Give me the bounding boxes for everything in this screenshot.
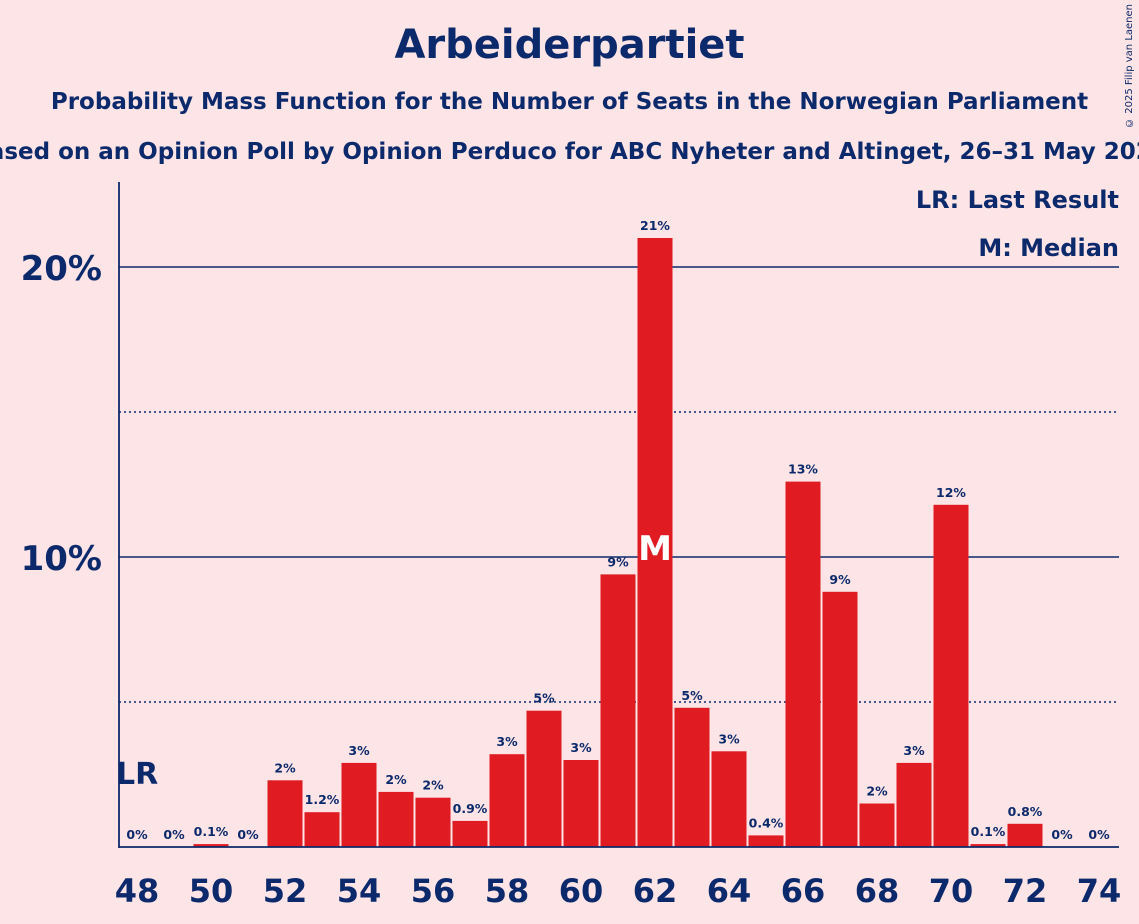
data-label-seat-49: 0% xyxy=(163,827,185,842)
x-tick-label: 50 xyxy=(189,872,234,910)
bar-seat-68 xyxy=(859,803,895,847)
data-label-seat-62: 21% xyxy=(640,218,670,233)
data-label-seat-54: 3% xyxy=(348,743,370,758)
x-tick-label: 68 xyxy=(855,872,900,910)
x-tick-label: 72 xyxy=(1003,872,1048,910)
bar-seat-71 xyxy=(970,844,1006,847)
bar-seat-70 xyxy=(933,504,969,847)
data-label-seat-74: 0% xyxy=(1088,827,1110,842)
data-label-seat-50: 0.1% xyxy=(194,824,229,839)
data-label-seat-59: 5% xyxy=(533,691,555,706)
bar-seat-63 xyxy=(674,707,710,847)
data-label-seat-53: 1.2% xyxy=(305,792,340,807)
data-label-seat-69: 3% xyxy=(903,743,925,758)
data-label-seat-55: 2% xyxy=(385,772,407,787)
x-tick-label: 58 xyxy=(485,872,530,910)
data-label-seat-61: 9% xyxy=(607,554,629,569)
data-label-seat-63: 5% xyxy=(681,688,703,703)
bar-seat-64 xyxy=(711,751,747,847)
bar-seat-65 xyxy=(748,835,784,847)
bar-seat-55 xyxy=(378,791,414,847)
x-tick-label: 64 xyxy=(707,872,752,910)
x-tick-label: 66 xyxy=(781,872,826,910)
x-tick-label: 48 xyxy=(115,872,160,910)
bar-seat-59 xyxy=(526,710,562,847)
x-tick-label: 54 xyxy=(337,872,382,910)
data-label-seat-72: 0.8% xyxy=(1008,804,1043,819)
data-label-seat-67: 9% xyxy=(829,572,851,587)
x-tick-label: 62 xyxy=(633,872,678,910)
data-label-seat-56: 2% xyxy=(422,778,444,793)
data-label-seat-66: 13% xyxy=(788,462,818,477)
legend-median: M: Median xyxy=(978,234,1119,262)
data-label-seat-48: 0% xyxy=(126,827,148,842)
legend-last-result: LR: Last Result xyxy=(915,186,1119,214)
median-marker: M xyxy=(638,529,672,569)
bar-seat-66 xyxy=(785,481,821,847)
chart-source-subtitle: Based on an Opinion Poll by Opinion Perd… xyxy=(0,139,1139,165)
bar-seat-54 xyxy=(341,762,377,847)
data-label-seat-52: 2% xyxy=(274,760,296,775)
data-label-seat-51: 0% xyxy=(237,827,259,842)
chart-title: Arbeiderpartiet xyxy=(394,22,745,68)
data-label-seat-58: 3% xyxy=(496,734,518,749)
data-label-seat-64: 3% xyxy=(718,731,740,746)
last-result-marker: LR xyxy=(116,757,158,792)
bar-seat-72 xyxy=(1007,823,1043,847)
data-label-seat-65: 0.4% xyxy=(749,815,784,830)
bar-seat-52 xyxy=(267,780,303,847)
bar-seat-53 xyxy=(304,812,340,847)
bar-seat-57 xyxy=(452,820,488,847)
bar-seat-69 xyxy=(896,762,932,847)
x-tick-label: 52 xyxy=(263,872,308,910)
bar-seat-61 xyxy=(600,574,636,847)
x-tick-label: 56 xyxy=(411,872,456,910)
y-tick-label: 20% xyxy=(21,249,102,289)
data-label-seat-70: 12% xyxy=(936,485,966,500)
bar-seat-60 xyxy=(563,760,599,847)
bar-seat-58 xyxy=(489,754,525,847)
bar-seat-50 xyxy=(193,844,229,847)
x-tick-label: 74 xyxy=(1077,872,1122,910)
bar-seat-56 xyxy=(415,797,451,847)
y-tick-label: 10% xyxy=(21,539,102,579)
chart-subtitle: Probability Mass Function for the Number… xyxy=(50,89,1089,115)
x-tick-label: 60 xyxy=(559,872,604,910)
data-label-seat-57: 0.9% xyxy=(453,801,488,816)
bar-seat-67 xyxy=(822,591,858,847)
data-label-seat-73: 0% xyxy=(1051,827,1073,842)
bar-seat-62 xyxy=(637,238,673,847)
data-label-seat-71: 0.1% xyxy=(971,824,1006,839)
x-tick-label: 70 xyxy=(929,872,974,910)
data-label-seat-60: 3% xyxy=(570,740,592,755)
data-label-seat-68: 2% xyxy=(866,784,888,799)
